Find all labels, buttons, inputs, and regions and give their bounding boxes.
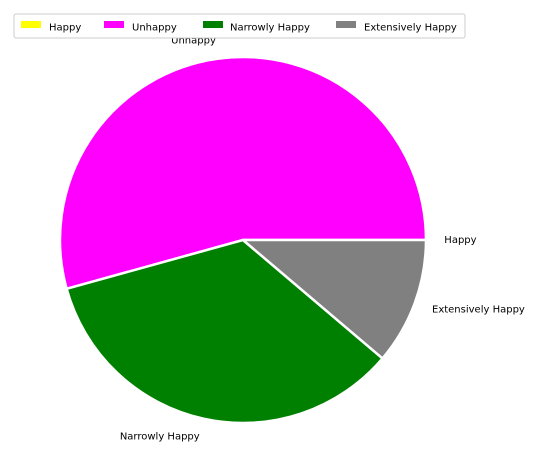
legend-swatch-happy [21,21,41,28]
pie-slice-extensively-happy [241,238,428,360]
legend-swatch-unhappy [104,21,124,28]
slice-label-extensively-happy: Extensively Happy [432,304,525,315]
slice-label-happy: Happy [444,235,476,246]
pie-slice-narrowly-happy [65,238,384,425]
legend-frame [13,13,466,39]
legend-swatch-narrowly-happy [203,21,223,28]
slice-labels: Happy Unhappy Narrowly Happy Extensively Ha… [120,36,525,443]
legend: Happy Unhappy Narrowly Happy Extensively… [13,13,466,39]
legend-label-unhappy: Unhappy [132,23,177,34]
legend-label-extensively-happy: Extensively Happy [364,23,457,34]
pie-slices [58,55,428,425]
slice-label-narrowly-happy: Narrowly Happy [120,432,200,443]
legend-label-happy: Happy [49,23,81,34]
pie-slice-unhappy [58,55,428,291]
legend-swatch-extensively-happy [336,21,356,28]
legend-label-narrowly-happy: Narrowly Happy [230,23,310,34]
slice-label-unhappy: Unhappy [171,36,216,47]
